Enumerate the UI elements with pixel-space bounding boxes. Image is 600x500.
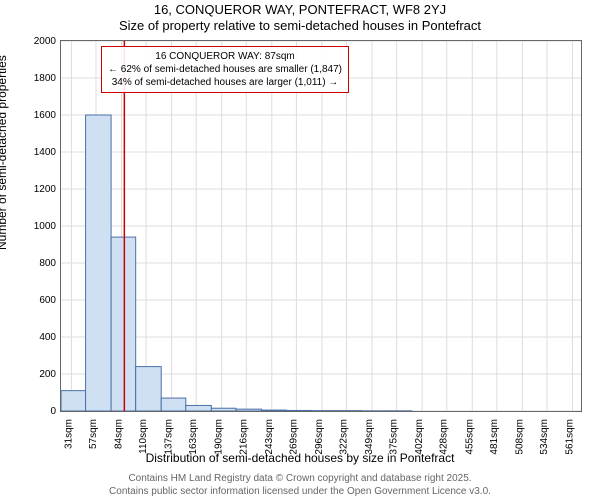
svg-text:216sqm: 216sqm xyxy=(238,419,249,455)
svg-text:57sqm: 57sqm xyxy=(88,419,99,449)
svg-text:800: 800 xyxy=(39,258,56,269)
grid-lines xyxy=(61,41,581,411)
svg-text:481sqm: 481sqm xyxy=(489,419,500,455)
svg-text:1800: 1800 xyxy=(34,73,57,84)
attribution: Contains HM Land Registry data © Crown c… xyxy=(0,473,600,498)
svg-text:428sqm: 428sqm xyxy=(439,419,450,455)
svg-text:296sqm: 296sqm xyxy=(314,419,325,455)
x-axis-label: Distribution of semi-detached houses by … xyxy=(0,451,600,465)
svg-text:269sqm: 269sqm xyxy=(288,419,299,455)
attribution-line2: Contains public sector information licen… xyxy=(0,486,600,499)
chart-container: 16, CONQUEROR WAY, PONTEFRACT, WF8 2YJ S… xyxy=(0,0,600,500)
annotation-line3: 34% of semi-detached houses are larger (… xyxy=(108,76,342,89)
attribution-line1: Contains HM Land Registry data © Crown c… xyxy=(0,473,600,486)
annotation-line1: 16 CONQUEROR WAY: 87sqm xyxy=(108,50,342,63)
svg-text:400: 400 xyxy=(39,332,56,343)
svg-text:402sqm: 402sqm xyxy=(414,419,425,455)
svg-text:1600: 1600 xyxy=(34,110,57,121)
y-tick-labels: 0 200 400 600 800 1000 1200 1400 1600 1800 2000 xyxy=(11,31,61,421)
svg-text:0: 0 xyxy=(50,406,56,417)
svg-text:31sqm: 31sqm xyxy=(63,419,74,449)
plot-area: 31sqm57sqm84sqm110sqm137sqm163sqm190sqm2… xyxy=(60,40,582,412)
chart-svg xyxy=(61,41,581,411)
svg-text:200: 200 xyxy=(39,369,56,380)
svg-text:190sqm: 190sqm xyxy=(214,419,225,455)
svg-text:137sqm: 137sqm xyxy=(164,419,175,455)
annotation-box: 16 CONQUEROR WAY: 87sqm ← 62% of semi-de… xyxy=(101,46,349,93)
svg-text:243sqm: 243sqm xyxy=(264,419,275,455)
title-subtitle: Size of property relative to semi-detach… xyxy=(0,18,600,33)
y-axis-label: Number of semi-detached properties xyxy=(0,55,9,250)
svg-text:163sqm: 163sqm xyxy=(188,419,199,455)
title-address: 16, CONQUEROR WAY, PONTEFRACT, WF8 2YJ xyxy=(0,2,600,17)
svg-text:322sqm: 322sqm xyxy=(339,419,350,455)
svg-text:534sqm: 534sqm xyxy=(539,419,550,455)
svg-text:1400: 1400 xyxy=(34,147,57,158)
svg-text:600: 600 xyxy=(39,295,56,306)
svg-text:455sqm: 455sqm xyxy=(464,419,475,455)
svg-text:375sqm: 375sqm xyxy=(389,419,400,455)
svg-text:561sqm: 561sqm xyxy=(564,419,575,455)
svg-text:1200: 1200 xyxy=(34,184,57,195)
svg-text:1000: 1000 xyxy=(34,221,57,232)
svg-text:349sqm: 349sqm xyxy=(364,419,375,455)
svg-text:2000: 2000 xyxy=(34,36,57,47)
svg-text:508sqm: 508sqm xyxy=(514,419,525,455)
annotation-line2: ← 62% of semi-detached houses are smalle… xyxy=(108,63,342,76)
svg-text:84sqm: 84sqm xyxy=(114,419,125,449)
svg-text:110sqm: 110sqm xyxy=(138,419,149,454)
